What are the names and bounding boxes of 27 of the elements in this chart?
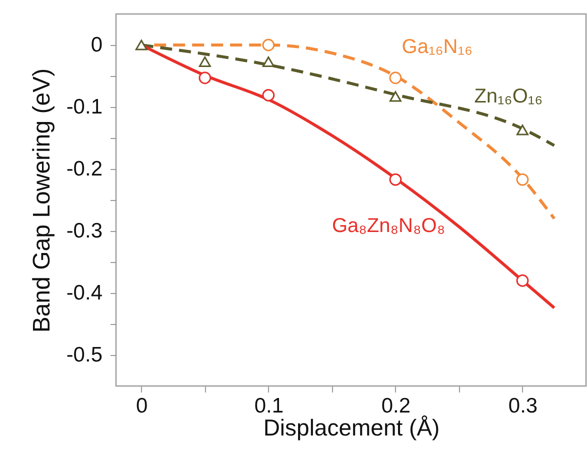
y-tick-label: -0.1 [66, 96, 102, 118]
y-axis-title: Band Gap Lowering (eV) [28, 68, 56, 333]
x-tick-label: 0.2 [381, 394, 411, 418]
y-tick-label: -0.5 [66, 344, 102, 366]
point [389, 72, 402, 84]
y-tick-label: -0.2 [66, 158, 102, 180]
point [135, 40, 148, 50]
series-label: Ga₁₆N₁₆ [402, 36, 473, 58]
point [262, 38, 275, 52]
x-tick-label: 0.1 [254, 394, 284, 418]
point [516, 124, 528, 136]
series-label: Ga₈Zn₈N₈O₈ [332, 215, 446, 238]
point [262, 56, 274, 68]
point [389, 91, 402, 102]
y-tick-label: -0.4 [66, 282, 103, 304]
y-tick-label: -0.3 [66, 220, 102, 242]
point [516, 173, 529, 186]
y-tick-label: 0 [90, 34, 102, 56]
series-label: Zn₁₆O₁₆ [474, 85, 543, 108]
point [198, 56, 211, 68]
point [516, 274, 529, 287]
point [262, 89, 275, 102]
point [389, 173, 402, 186]
x-axis-title: Displacement (Å) [263, 414, 440, 440]
x-tick-label: 0.3 [508, 394, 538, 418]
x-tick-label: 0 [136, 394, 148, 418]
point [198, 72, 212, 84]
